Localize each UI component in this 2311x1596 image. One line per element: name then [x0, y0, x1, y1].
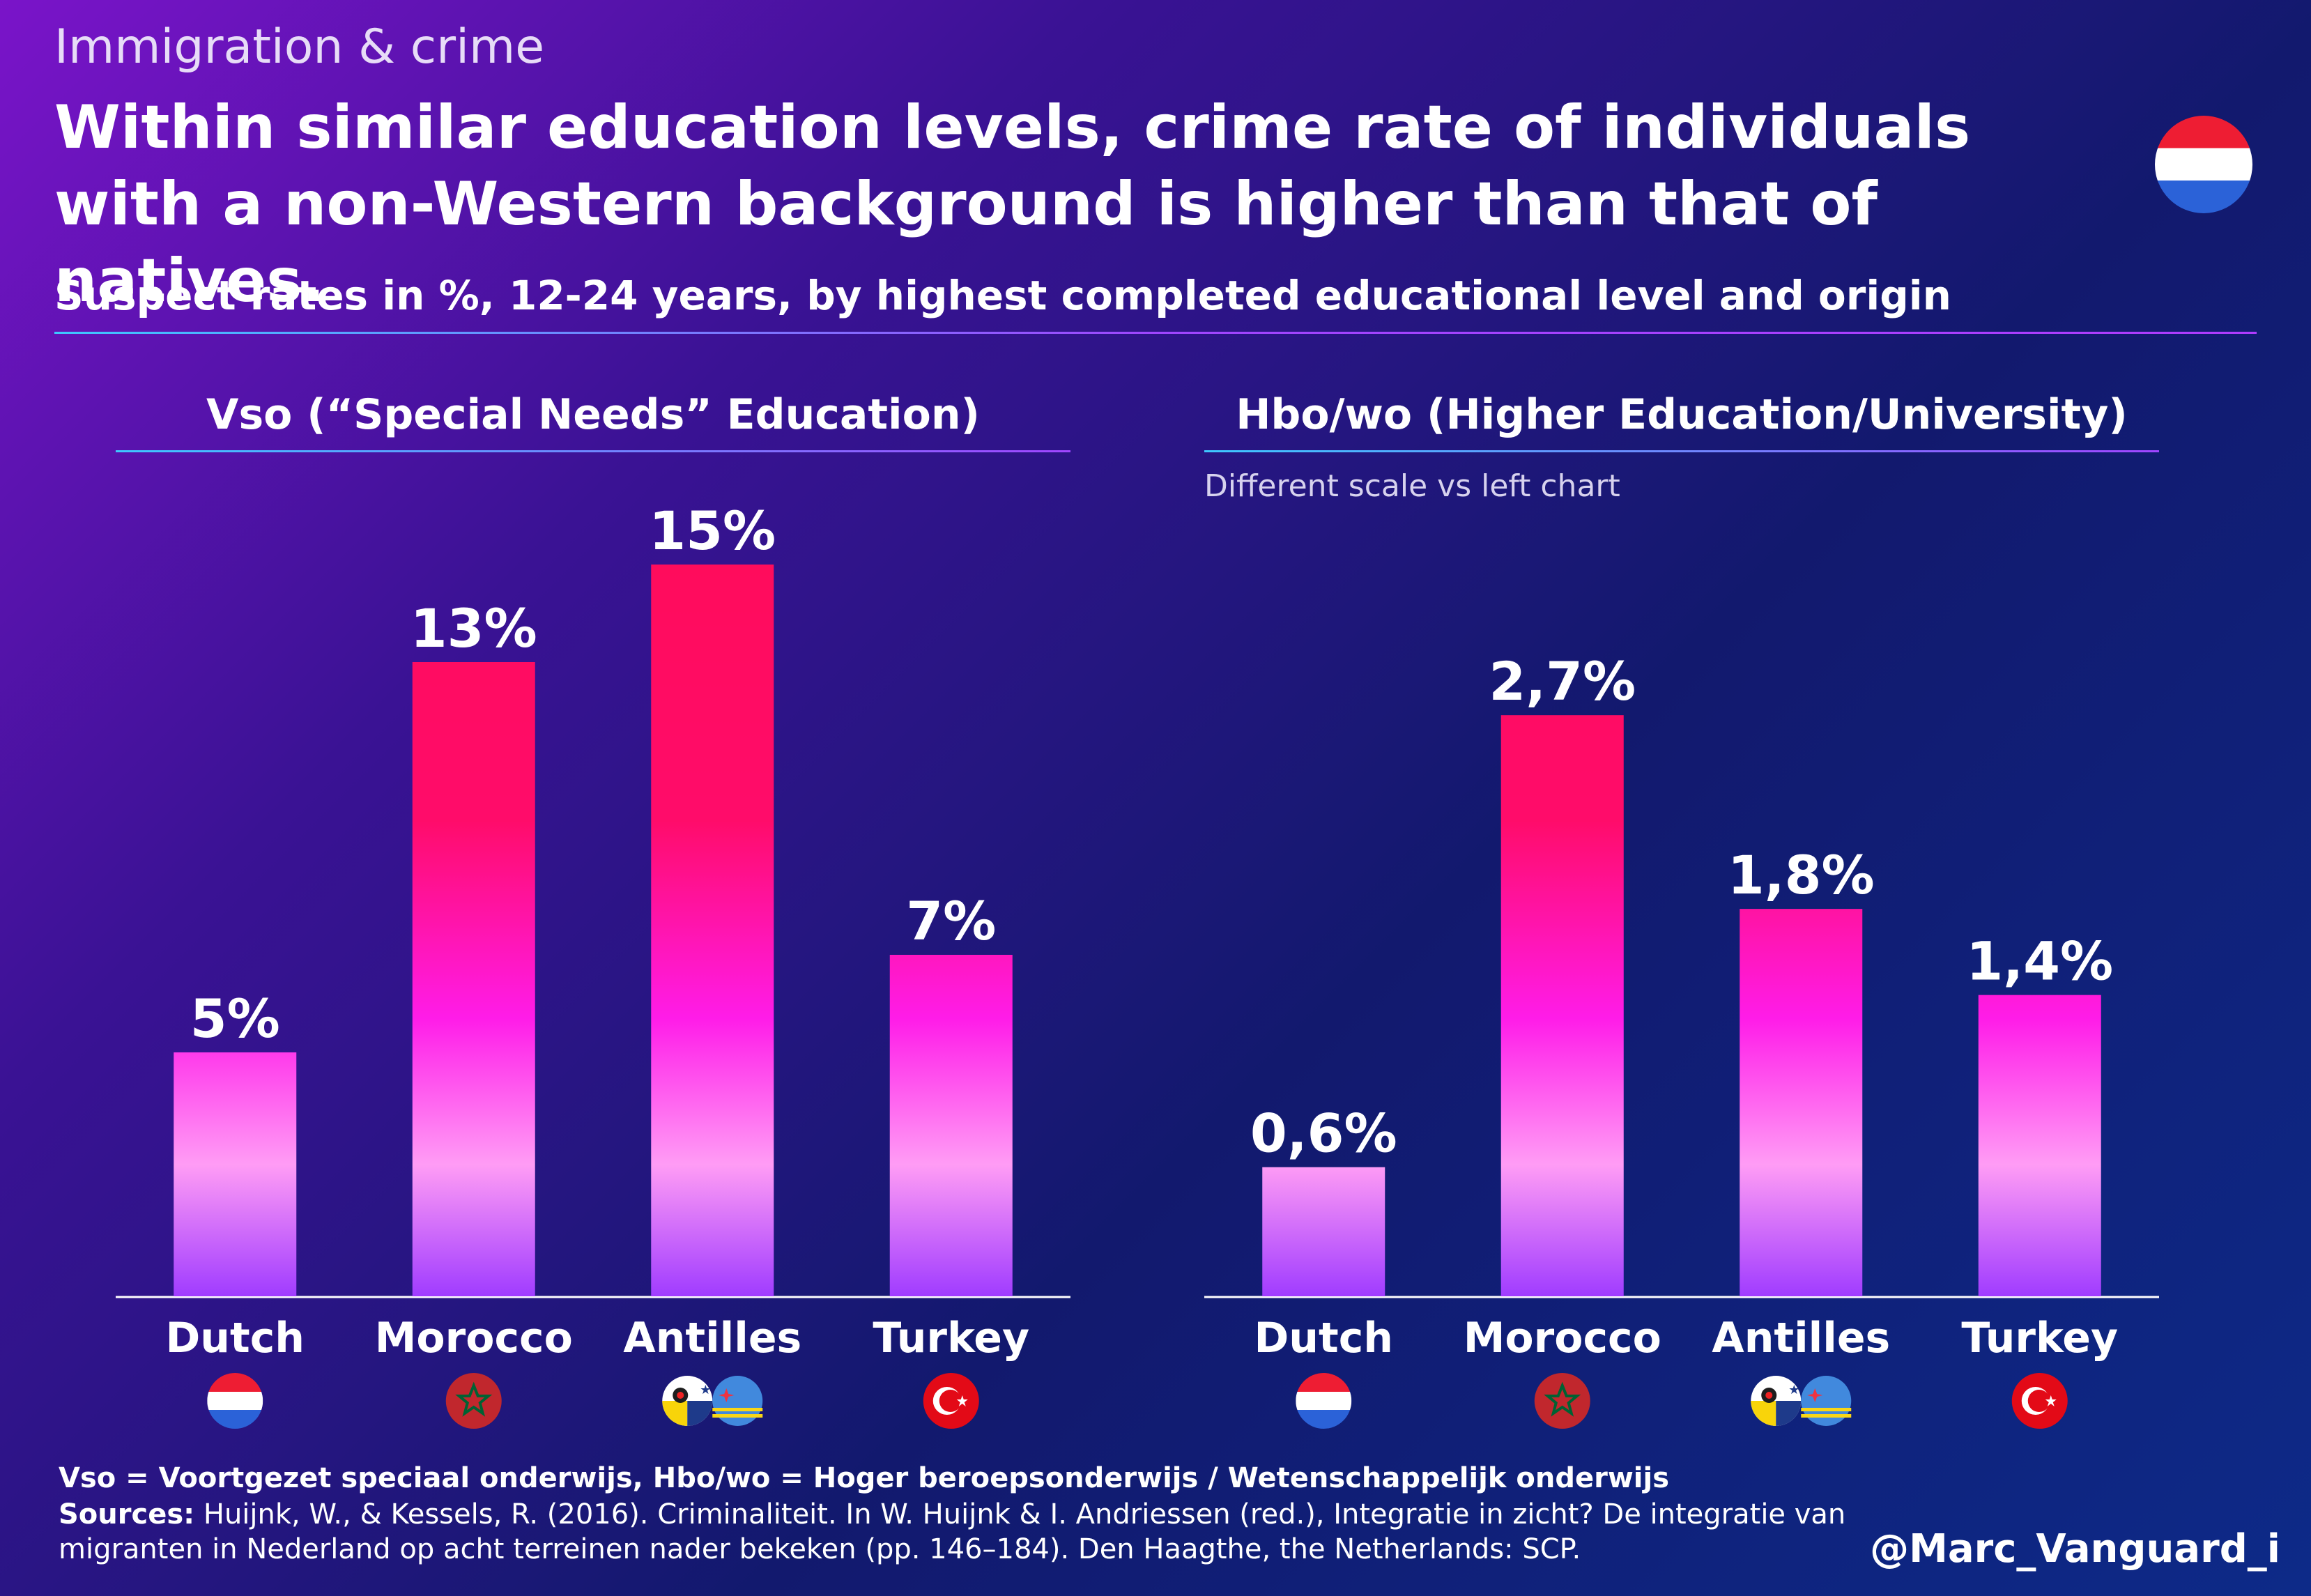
left-chart-divider	[116, 450, 1070, 452]
star-glyph: ★	[1788, 1383, 1799, 1397]
data-label: 1,8%	[1728, 844, 1875, 906]
data-label: 2,7%	[1489, 650, 1636, 712]
subtitle: Suspect rates in %, 12-24 years, by high…	[54, 272, 1951, 319]
turkey-flag-icon	[2011, 1373, 2068, 1429]
data-label: 1,4%	[1966, 930, 2113, 992]
category-label: Antilles	[1712, 1314, 1890, 1363]
data-label: 5%	[190, 988, 280, 1050]
bar-dutch	[1262, 1167, 1385, 1296]
bar-antilles	[1740, 909, 1863, 1296]
bar-morocco	[412, 662, 535, 1296]
headline: Within similar education levels, crime r…	[54, 93, 1971, 316]
turkey-flag-icon	[923, 1373, 979, 1429]
netherlands-flag-icon	[1296, 1373, 1351, 1429]
category-label: Turkey	[873, 1314, 1029, 1363]
author-handle: @Marc_Vanguard_i	[1870, 1526, 2280, 1572]
bar-turkey	[889, 955, 1013, 1296]
netherlands-flag-icon	[207, 1373, 263, 1429]
category-label: Turkey	[1961, 1314, 2118, 1363]
antilles-flags-icon: ★	[662, 1376, 763, 1426]
star-glyph: ★	[700, 1383, 711, 1397]
category-label: Dutch	[1254, 1314, 1393, 1363]
data-label: 0,6%	[1250, 1103, 1397, 1165]
morocco-flag-icon	[1534, 1373, 1590, 1429]
bar-dutch	[174, 1052, 297, 1296]
abbreviations-note: Vso = Voortgezet speciaal onderwijs, Hbo…	[59, 1462, 1669, 1494]
netherlands-flag-icon	[2155, 116, 2252, 213]
sources-text: Huijnk, W., & Kessels, R. (2016). Crimin…	[59, 1498, 1846, 1565]
category-label: Morocco	[1464, 1314, 1661, 1363]
kicker: Immigration & crime	[54, 20, 545, 75]
category-label: Dutch	[166, 1314, 305, 1363]
antilles-flags-icon: ★	[1751, 1376, 1852, 1426]
left-chart-title: Vso (“Special Needs” Education)	[206, 390, 980, 439]
data-label: 15%	[649, 500, 776, 562]
morocco-flag-icon	[445, 1373, 502, 1429]
data-label: 13%	[410, 597, 537, 659]
bar-turkey	[1978, 995, 2101, 1296]
subtitle-divider	[54, 332, 2257, 334]
right-chart-divider	[1204, 450, 2159, 452]
category-label: Antilles	[623, 1314, 801, 1363]
category-label: Morocco	[375, 1314, 573, 1363]
sources-label: Sources:	[59, 1498, 195, 1530]
bar-antilles	[651, 565, 774, 1296]
right-chart-title: Hbo/wo (Higher Education/University)	[1236, 390, 2128, 439]
scale-note: Different scale vs left chart	[1204, 468, 1620, 504]
bar-morocco	[1500, 715, 1624, 1296]
sources-note: Sources: Huijnk, W., & Kessels, R. (2016…	[59, 1497, 1940, 1567]
data-label: 7%	[906, 890, 996, 952]
